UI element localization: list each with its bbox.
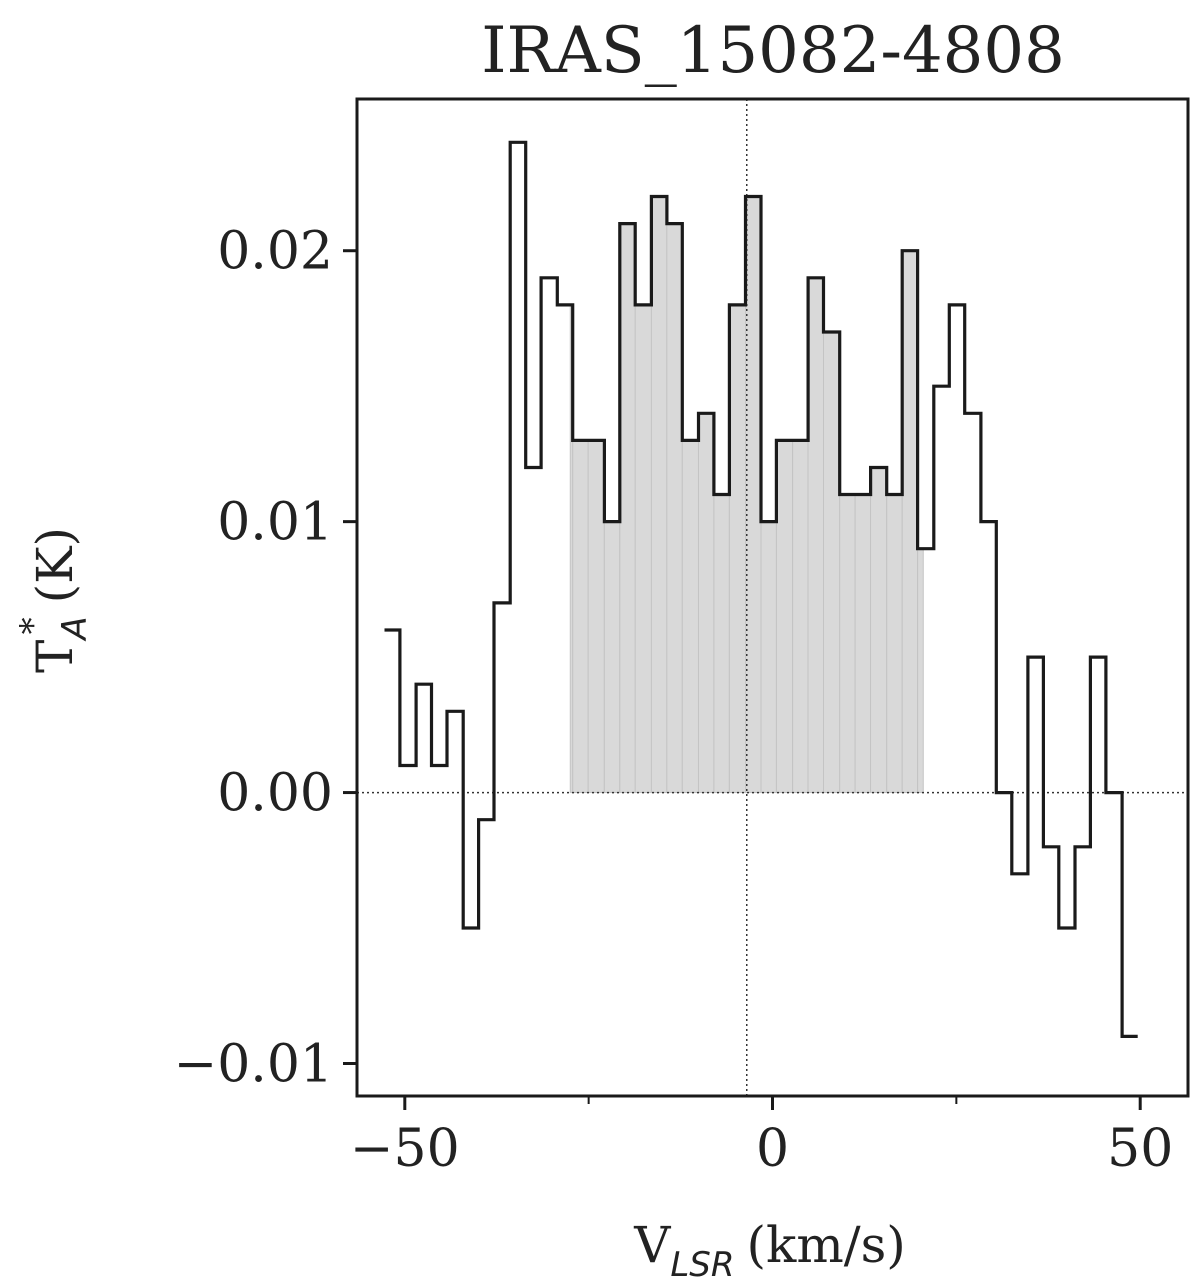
shaded-bin (760, 521, 777, 794)
x-tick-label: 0 (756, 1119, 789, 1179)
y-tick-label: −0.01 (174, 1034, 333, 1094)
x-tick-label: −50 (350, 1119, 460, 1179)
shaded-bin (870, 466, 888, 794)
x-axis-label: VLSR (km/s) (633, 1216, 906, 1285)
y-axis-label-unit: (K) (26, 527, 84, 603)
shaded-bin (745, 196, 762, 794)
x-axis-label-main: V (633, 1216, 671, 1274)
shaded-bin (681, 439, 699, 794)
chart-title: IRAS_15082-4808 (481, 14, 1065, 88)
y-axis-label: TA* (K) (13, 527, 95, 673)
y-tick-label: 0.00 (217, 764, 333, 824)
shaded-bin (854, 494, 872, 794)
integrated-range-shading (569, 196, 924, 794)
shaded-bin (807, 277, 824, 794)
shaded-bin (728, 304, 747, 794)
shaded-bin (619, 223, 636, 794)
shaded-bin (917, 548, 924, 794)
shaded-bin (901, 250, 919, 794)
shaded-bin (792, 439, 809, 794)
shaded-bin (666, 223, 683, 794)
y-axis-ticks: −0.01 0.00 0.01 0.02 (174, 222, 357, 1094)
x-axis-label-unit: (km/s) (747, 1216, 906, 1274)
x-tick-label: 50 (1107, 1119, 1173, 1179)
y-tick-label: 0.01 (217, 493, 333, 553)
y-axis-label-main: T (26, 640, 84, 673)
shaded-bin (839, 494, 856, 794)
shaded-bin (713, 494, 730, 794)
shaded-bin (650, 196, 668, 794)
shaded-bin (697, 412, 715, 794)
shaded-bin (603, 521, 621, 794)
y-axis-label-subscript: A (55, 616, 95, 641)
spectrum-series (384, 140, 1138, 1038)
y-axis-label-superscript: * (13, 617, 53, 634)
shaded-bin (634, 304, 652, 794)
x-axis-label-subscript: LSR (670, 1245, 734, 1285)
shaded-bin (886, 494, 903, 794)
shaded-bin (587, 439, 605, 794)
shaded-bin (572, 439, 589, 794)
spectrum-step-line (384, 140, 1138, 1038)
shaded-bin (822, 331, 841, 794)
shaded-bin (775, 439, 794, 794)
x-axis-ticks: −50 0 50 (350, 1096, 1173, 1179)
y-tick-label: 0.02 (217, 222, 333, 282)
